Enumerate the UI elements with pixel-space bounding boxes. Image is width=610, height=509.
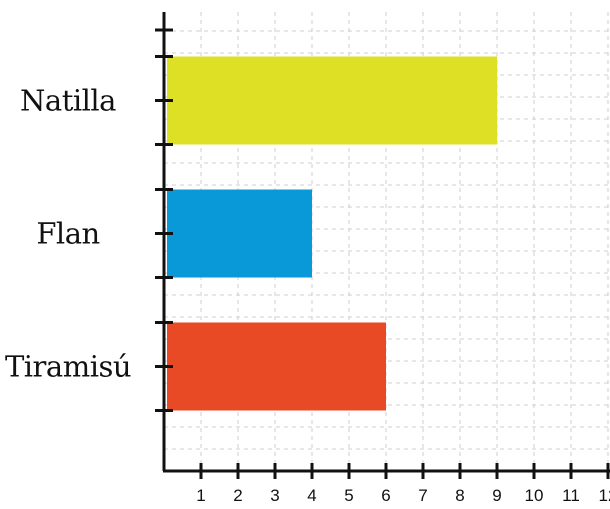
x-tick-label: 3 (270, 486, 279, 505)
ticks: 123456789101112 (155, 28, 610, 505)
category-label: Flan (36, 217, 99, 251)
x-tick-label: 7 (418, 486, 427, 505)
x-tick-label: 2 (233, 486, 242, 505)
bar-tiramis- (167, 322, 386, 411)
x-tick-label: 9 (492, 486, 501, 505)
x-tick-label: 10 (525, 486, 544, 505)
category-label: Natilla (20, 84, 116, 118)
bar-flan (167, 189, 312, 278)
bars (167, 56, 497, 411)
x-tick-label: 12 (599, 486, 610, 505)
x-tick-label: 8 (455, 486, 464, 505)
bar-natilla (167, 56, 497, 145)
x-tick-label: 5 (344, 486, 353, 505)
category-label: Tiramisú (5, 350, 131, 384)
x-tick-label: 11 (562, 486, 580, 505)
x-tick-label: 1 (196, 486, 205, 505)
x-tick-label: 4 (307, 486, 316, 505)
category-labels: Natilla Flan Tiramisú (5, 84, 132, 384)
x-tick-label: 6 (381, 486, 390, 505)
